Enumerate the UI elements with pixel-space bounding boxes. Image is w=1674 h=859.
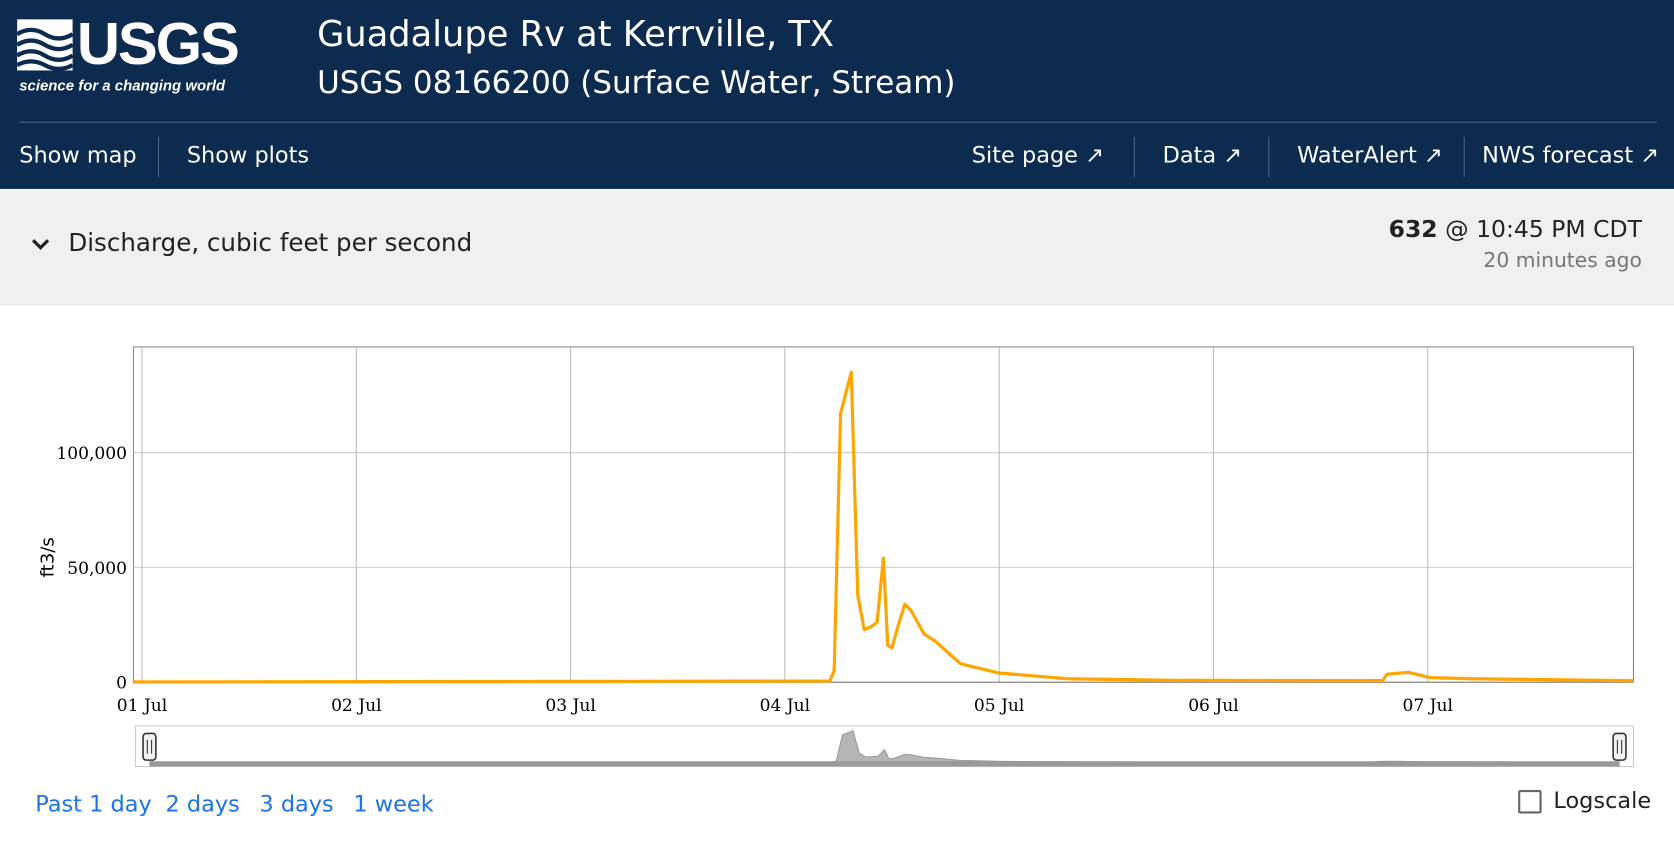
logscale-checkbox[interactable] <box>1518 790 1542 814</box>
y-tick-label: 100,000 <box>56 444 127 464</box>
divider <box>1268 136 1270 178</box>
x-tick-label: 05 Jul <box>974 696 1024 716</box>
nav-link[interactable]: Show map <box>19 141 137 168</box>
latest-time: @ 10:45 PM CDT <box>1445 216 1642 244</box>
x-tick-label: 03 Jul <box>545 696 595 716</box>
logo-tagline: science for a changing world <box>19 76 226 94</box>
site-title: Guadalupe Rv at Kerrville, TX <box>317 12 835 55</box>
divider <box>1463 136 1465 178</box>
navigator-handle[interactable] <box>142 732 157 761</box>
link-text: NWS forecast <box>1482 141 1634 168</box>
latest: 632 @ 10:45 PM CDT <box>1389 217 1642 244</box>
link-text: WaterAlert <box>1297 141 1417 168</box>
link-text: Site page <box>971 141 1078 168</box>
navigator-track <box>149 761 1620 767</box>
y-tick-label: 0 <box>116 674 127 694</box>
nav-link[interactable]: NWS forecast ↗ <box>1482 141 1660 168</box>
data-line <box>133 370 1634 684</box>
navigator-area <box>148 729 1621 763</box>
nav-link[interactable]: Data ↗ <box>1162 141 1243 168</box>
parameter-bar[interactable]: Discharge, cubic feet per second 632 @ 1… <box>0 188 1674 306</box>
chevron[interactable] <box>31 238 50 251</box>
link-text: Data <box>1162 141 1217 168</box>
header: USGS science for a changing world Guadal… <box>0 0 1674 189</box>
separator <box>19 121 1657 123</box>
y-axis-label: ft3/s <box>37 537 58 577</box>
x-tick-label: 04 Jul <box>760 696 810 716</box>
range-link[interactable]: 1 week <box>353 791 434 817</box>
logscale-label[interactable]: Logscale <box>1553 787 1652 814</box>
navigator-handle[interactable] <box>1612 732 1627 761</box>
x-tick-label: 07 Jul <box>1402 696 1452 716</box>
x-tick-label: 02 Jul <box>331 696 381 716</box>
nav-link[interactable]: Show plots <box>186 141 310 168</box>
x-tick-label: 06 Jul <box>1188 696 1238 716</box>
divider <box>1133 136 1135 178</box>
range-link[interactable]: 3 days <box>259 791 334 817</box>
plot-area <box>132 346 1634 683</box>
x-tick-label: 01 Jul <box>117 696 167 716</box>
divider <box>158 136 160 178</box>
logo-text: USGS <box>76 9 240 77</box>
nav-link[interactable]: WaterAlert ↗ <box>1297 141 1443 168</box>
latest-age: 20 minutes ago <box>1483 248 1642 273</box>
site-subtitle: USGS 08166200 (Surface Water, Stream) <box>317 64 956 101</box>
parameter-name: Discharge, cubic feet per second <box>68 229 473 258</box>
nav-link[interactable]: Site page ↗ <box>971 141 1104 168</box>
logo-icon <box>17 19 74 71</box>
range-link[interactable]: 2 days <box>165 791 240 817</box>
latest-value: 632 <box>1388 216 1438 244</box>
range-link[interactable]: Past 1 day <box>35 791 152 817</box>
y-tick-label: 50,000 <box>67 559 127 579</box>
